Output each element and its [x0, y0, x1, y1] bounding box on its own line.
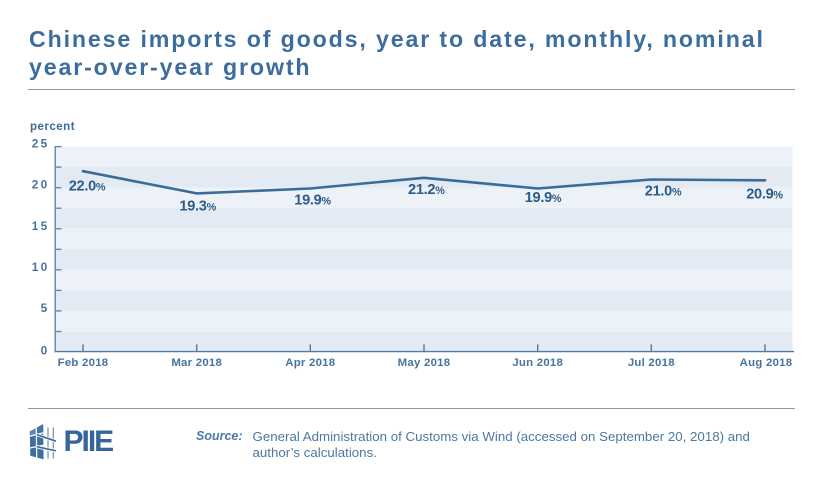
- svg-text:19.3%: 19.3%: [179, 199, 216, 215]
- svg-text:19.9%: 19.9%: [525, 190, 562, 206]
- svg-text:15: 15: [32, 219, 50, 233]
- svg-text:19.9%: 19.9%: [294, 193, 331, 209]
- svg-text:Jul 2018: Jul 2018: [628, 357, 675, 369]
- svg-text:20.9%: 20.9%: [746, 187, 783, 203]
- svg-text:20: 20: [32, 178, 50, 192]
- svg-text:21.2%: 21.2%: [408, 182, 445, 198]
- svg-text:Apr 2018: Apr 2018: [285, 357, 335, 369]
- svg-text:Aug 2018: Aug 2018: [740, 357, 793, 369]
- svg-text:5: 5: [41, 301, 50, 315]
- svg-text:Jun 2018: Jun 2018: [512, 357, 563, 369]
- svg-text:Feb 2018: Feb 2018: [58, 357, 109, 369]
- svg-text:May 2018: May 2018: [398, 357, 451, 369]
- svg-text:21.0%: 21.0%: [645, 184, 682, 200]
- svg-text:10: 10: [32, 260, 50, 274]
- svg-text:Mar 2018: Mar 2018: [171, 357, 222, 369]
- svg-text:22.0%: 22.0%: [69, 178, 106, 194]
- svg-text:25: 25: [32, 137, 50, 151]
- svg-text:0: 0: [41, 343, 50, 357]
